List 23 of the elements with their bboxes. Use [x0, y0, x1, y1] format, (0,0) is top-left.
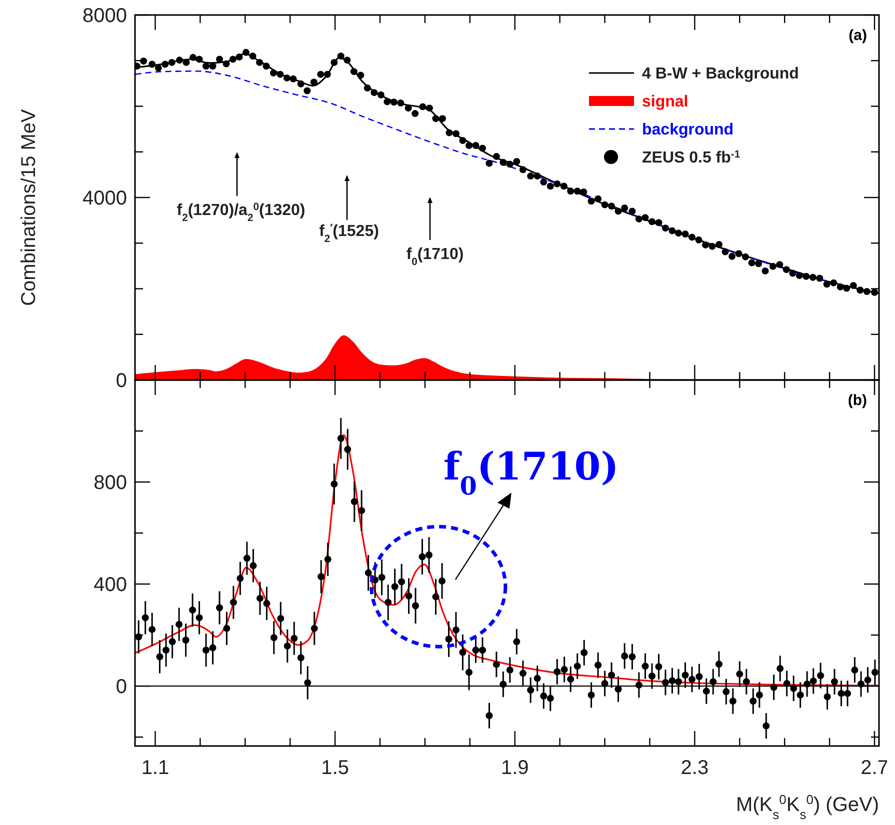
- y-tick-label: 4000: [82, 188, 127, 210]
- annotation: f$_{2}$(1270)/a$_{2}$$^{0}$(1320): [176, 202, 306, 224]
- y-tick-label: 0: [116, 370, 127, 392]
- legend-label: ZEUS 0.5 fb$^{-1}$: [642, 149, 740, 167]
- annotation: (a): [848, 27, 867, 44]
- y-tick-label: 400: [94, 574, 127, 596]
- x-axis-title: M(K$_{s}$$^{0}$K$_{s}$$^{0}$) (GeV): [736, 792, 879, 822]
- legend-label: signal: [642, 94, 688, 111]
- x-tick-label: 1.1: [141, 757, 170, 779]
- annotation: f$_{0}$(1710): [443, 444, 619, 500]
- x-tick-label: 1.5: [321, 757, 349, 779]
- x-tick-label: 2.7: [860, 757, 888, 779]
- annotation: f$_{2}$$^{′}$(1525): [319, 222, 379, 244]
- annotation: (b): [848, 392, 867, 409]
- annotation: f$_{0}$(1710): [406, 246, 464, 268]
- y-tick-label: 0: [116, 676, 127, 698]
- x-tick-label: 1.9: [500, 757, 529, 779]
- y-tick-label: 8000: [82, 5, 127, 27]
- legend-label: 4 B-W + Background: [642, 66, 799, 83]
- legend-label: background: [642, 122, 734, 139]
- y-axis-title: Combinations/15 MeV: [18, 108, 40, 306]
- y-tick-label: 800: [94, 472, 127, 494]
- x-tick-label: 2.3: [680, 757, 709, 779]
